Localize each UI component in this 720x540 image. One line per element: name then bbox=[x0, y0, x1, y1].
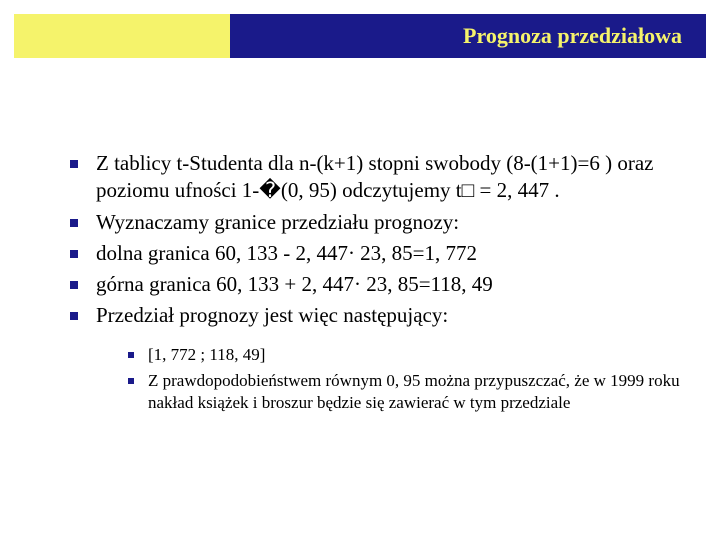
sub-content-area: [1, 772 ; 118, 49] Z prawdopodobieństwem… bbox=[128, 344, 688, 414]
sub-bullet-text: Z prawdopodobieństwem równym 0, 95 można… bbox=[148, 370, 688, 414]
list-item: górna granica 60, 133 + 2, 447· 23, 85=1… bbox=[70, 271, 680, 298]
bullet-icon bbox=[128, 378, 134, 384]
bullet-icon bbox=[70, 281, 78, 289]
list-item: [1, 772 ; 118, 49] bbox=[128, 344, 688, 366]
bullet-text: górna granica 60, 133 + 2, 447· 23, 85=1… bbox=[96, 271, 680, 298]
list-item: Przedział prognozy jest więc następujący… bbox=[70, 302, 680, 329]
bullet-icon bbox=[70, 312, 78, 320]
sub-bullet-text: [1, 772 ; 118, 49] bbox=[148, 344, 688, 366]
list-item: dolna granica 60, 133 - 2, 447· 23, 85=1… bbox=[70, 240, 680, 267]
list-item: Z prawdopodobieństwem równym 0, 95 można… bbox=[128, 370, 688, 414]
list-item: Wyznaczamy granice przedziału prognozy: bbox=[70, 209, 680, 236]
bullet-icon bbox=[70, 250, 78, 258]
bullet-text: Przedział prognozy jest więc następujący… bbox=[96, 302, 680, 329]
bullet-icon bbox=[70, 219, 78, 227]
bullet-icon bbox=[70, 160, 78, 168]
bullet-icon bbox=[128, 352, 134, 358]
bullet-text: dolna granica 60, 133 - 2, 447· 23, 85=1… bbox=[96, 240, 680, 267]
bullet-text: Z tablicy t-Studenta dla n-(k+1) stopni … bbox=[96, 150, 680, 205]
content-area: Z tablicy t-Studenta dla n-(k+1) stopni … bbox=[70, 150, 680, 418]
bullet-text: Wyznaczamy granice przedziału prognozy: bbox=[96, 209, 680, 236]
title-band: Prognoza przedziałowa bbox=[230, 14, 706, 58]
list-item: Z tablicy t-Studenta dla n-(k+1) stopni … bbox=[70, 150, 680, 205]
slide-title: Prognoza przedziałowa bbox=[463, 23, 682, 49]
